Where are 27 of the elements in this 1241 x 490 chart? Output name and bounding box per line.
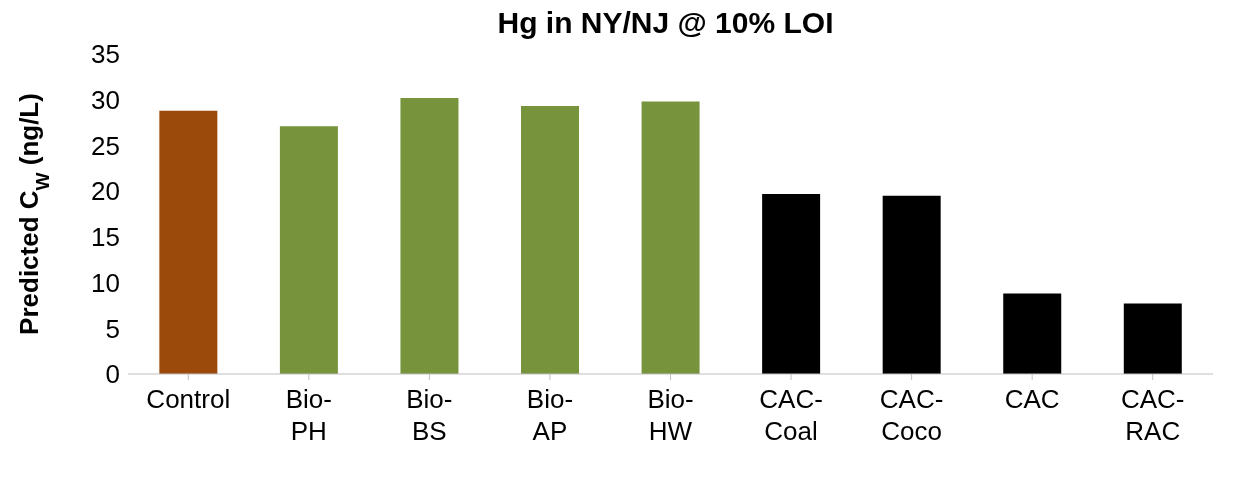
y-tick-label: 15: [91, 222, 120, 253]
x-tick-label: Bio-PH: [285, 384, 332, 446]
bar: [762, 193, 821, 374]
x-tick-label: Bio-BS: [406, 384, 453, 446]
y-tick-label: 30: [91, 84, 120, 115]
x-tick-label: CAC-Coal: [759, 384, 823, 446]
y-tick-label: 0: [105, 359, 120, 390]
bar: [641, 101, 700, 374]
bar: [279, 126, 338, 374]
bar: [1123, 303, 1182, 374]
chart-title: Hg in NY/NJ @ 10% LOI: [496, 6, 835, 39]
y-tick-label: 5: [105, 313, 120, 344]
y-tick-label: 20: [91, 176, 120, 207]
x-tick-label: CAC-Coco: [879, 384, 944, 446]
y-tick-label: 35: [91, 39, 120, 70]
bar: [521, 106, 580, 374]
x-tick-label: Bio-HW: [647, 384, 694, 446]
bar: [400, 97, 459, 374]
y-tick-label: 25: [91, 130, 120, 161]
y-tick-label: 10: [91, 267, 120, 298]
x-tick-label: Bio-AP: [526, 384, 574, 446]
bar: [882, 195, 941, 374]
x-tick-label: Control: [146, 384, 231, 414]
bar: [1003, 293, 1062, 374]
bar: [159, 110, 218, 374]
x-tick-label: CAC-RAC: [1120, 384, 1185, 446]
x-tick-label: CAC: [1004, 384, 1060, 414]
